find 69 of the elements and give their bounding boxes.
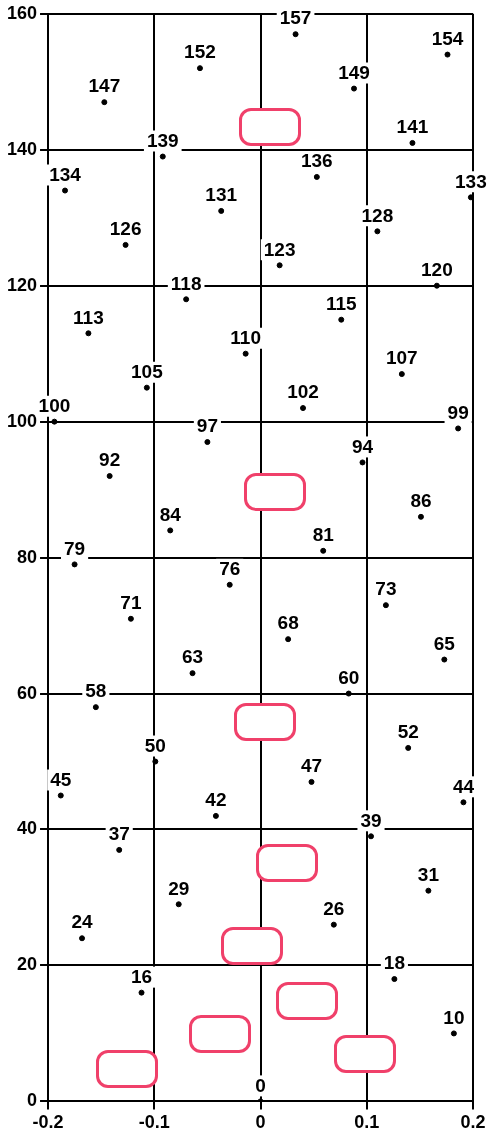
data-label: 29 [168,877,190,899]
data-label: 99 [447,401,469,423]
data-label: 157 [279,7,312,29]
data-label: 100 [38,394,71,416]
data-label: 152 [184,41,216,63]
y-tick-label: 80 [17,546,38,567]
y-tick-label: 120 [6,274,38,295]
data-label: 16 [130,965,153,987]
data-label: 52 [397,721,419,743]
data-label: 81 [312,524,335,546]
data-label: 128 [361,204,394,226]
y-tick-label: 20 [17,954,38,975]
data-label: 73 [375,578,397,600]
data-label: 26 [323,897,345,919]
data-label: 92 [99,449,121,471]
data-label: 58 [85,680,107,702]
x-tick-label: 0.1 [354,1112,380,1133]
data-label: 131 [205,184,238,206]
data-label: 44 [452,775,475,797]
y-tick-label: 160 [6,2,38,23]
data-label: 118 [170,272,202,294]
data-label: 94 [351,435,374,457]
x-tick-label: 0.2 [460,1112,486,1133]
data-label: 149 [338,61,370,83]
data-label: 86 [410,490,432,512]
data-label: 39 [360,809,382,831]
data-label: 134 [49,163,82,185]
x-tick-label: 0 [255,1112,266,1133]
data-label: 141 [396,116,429,138]
y-tick-label: 60 [17,682,38,703]
data-label: 60 [338,666,360,688]
data-label: 105 [130,360,164,382]
data-label: 79 [64,537,86,559]
data-label: 120 [421,258,453,280]
data-label: 18 [383,952,405,974]
data-label: 84 [159,503,182,525]
data-label: 71 [120,592,142,614]
data-label: 102 [287,381,319,403]
data-label: 42 [205,789,227,811]
data-label: 107 [385,347,418,369]
data-label: 31 [417,863,440,885]
y-tick-label: 0 [27,1090,38,1111]
y-tick-label: 100 [6,410,38,431]
data-label: 65 [433,632,456,654]
data-label: 97 [196,415,218,437]
data-label: 10 [443,1006,465,1028]
data-label: 115 [325,292,358,314]
data-label: 126 [109,218,142,240]
data-label: 154 [431,27,464,49]
data-label: 139 [146,129,179,151]
data-label: 45 [50,768,72,790]
data-label: 37 [108,823,130,845]
data-label: 63 [181,646,204,668]
x-tick-label: -0.1 [138,1112,170,1133]
data-label: 47 [300,755,323,777]
data-label: 0 [255,1074,266,1096]
data-label: 76 [219,558,241,580]
y-tick-label: 140 [6,138,38,159]
data-label: 113 [73,306,104,328]
y-tick-label: 40 [17,818,38,839]
data-label: 24 [71,911,94,933]
data-label: 136 [300,150,333,172]
x-tick-label: -0.2 [32,1112,64,1133]
data-label: 110 [230,326,261,348]
data-label: 133 [455,170,487,192]
data-label: 147 [88,75,121,97]
data-label: 50 [144,734,166,756]
data-label: 123 [263,238,296,260]
data-label: 68 [277,612,299,634]
